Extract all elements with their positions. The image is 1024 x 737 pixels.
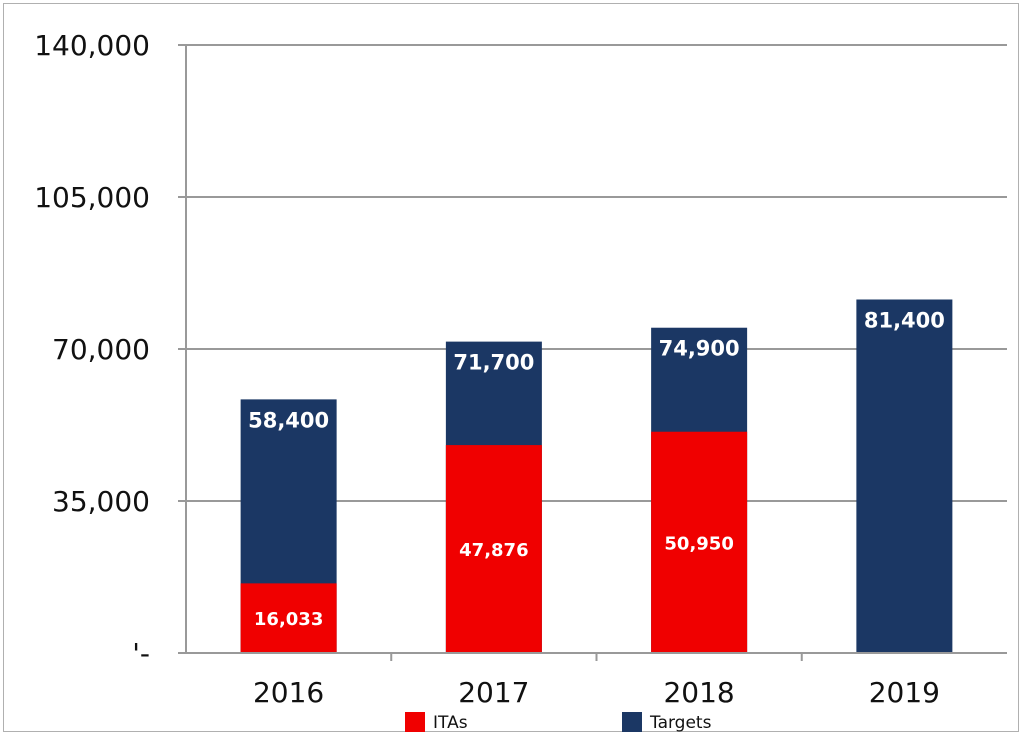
targets-data-label: 71,700 <box>453 351 534 375</box>
x-axis: 2016 2017 2018 2019 <box>185 45 1007 709</box>
y-tick-label: '- <box>132 637 150 670</box>
bars: 16,033 58,400 47,876 71,700 50,950 74,900 81,4… <box>240 299 953 653</box>
itas-bar-2018 <box>651 431 748 653</box>
y-tick-label: 35,000 <box>52 485 150 518</box>
targets-data-label: 58,400 <box>248 408 329 432</box>
legend-swatch-targets <box>622 712 642 732</box>
x-tick-label: 2017 <box>458 676 529 709</box>
itas-data-label: 50,950 <box>664 533 733 554</box>
y-axis-ticks: '- 35,000 70,000 105,000 140,000 <box>34 29 186 670</box>
itas-data-label: 16,033 <box>254 609 323 630</box>
targets-data-label: 81,400 <box>864 308 945 332</box>
targets-bar-2019 <box>856 299 953 653</box>
itas-data-label: 47,876 <box>459 540 528 561</box>
y-tick-label: 140,000 <box>34 29 150 62</box>
itas-bar-2017 <box>445 445 542 653</box>
y-tick-label: 105,000 <box>34 181 150 214</box>
itas-bar-2016 <box>240 583 337 653</box>
legend: ITAs Targets <box>405 712 712 733</box>
x-tick-label: 2018 <box>663 676 734 709</box>
y-tick-label: 70,000 <box>52 333 150 366</box>
chart-frame <box>3 3 1019 732</box>
targets-data-label: 74,900 <box>659 337 740 361</box>
legend-label: ITAs <box>433 713 468 733</box>
legend-label: Targets <box>649 713 712 733</box>
x-tick-label: 2016 <box>253 676 324 709</box>
x-tick-label: 2019 <box>869 676 940 709</box>
legend-swatch-itas <box>405 712 425 732</box>
